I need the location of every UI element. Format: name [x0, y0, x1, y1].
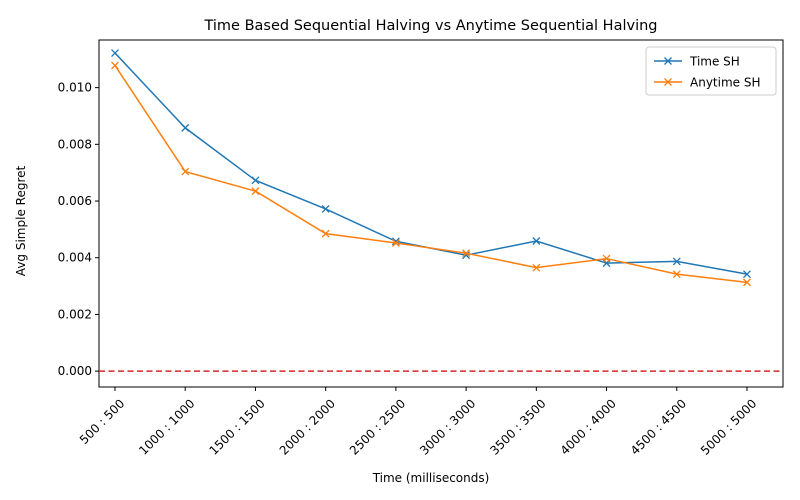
x-tick-label: 3500 : 3500: [487, 396, 548, 457]
legend-entry: Time SH: [654, 55, 740, 69]
x-tick-label: 5000 : 5000: [698, 396, 759, 457]
data-point: [743, 270, 751, 279]
y-tick-label: 0.002: [58, 307, 92, 321]
data-point: [181, 123, 190, 132]
x-tick-label: 1500 : 1500: [206, 396, 267, 457]
y-tick-label: 0.010: [58, 81, 92, 95]
data-point: [672, 270, 681, 279]
data-point: [321, 229, 330, 238]
y-axis-label: Avg Simple Regret: [14, 166, 28, 277]
legend-label: Time SH: [689, 55, 740, 69]
data-point: [391, 239, 400, 247]
data-point: [672, 257, 681, 266]
y-tick-label: 0.008: [58, 137, 92, 151]
legend: Time SH Anytime SH: [645, 46, 777, 96]
x-tick-label: 4000 : 4000: [558, 396, 619, 457]
x-tick-label: 500 : 500: [77, 396, 128, 447]
legend-box: [645, 46, 777, 96]
data-point: [321, 205, 330, 213]
data-point: [111, 49, 119, 58]
chart-title: Time Based Sequential Halving vs Anytime…: [203, 18, 657, 34]
data-point: [251, 187, 260, 196]
data-point: [743, 278, 751, 287]
x-tick-label: 3000 : 3000: [417, 396, 478, 457]
x-axis-label: Time (milliseconds): [372, 471, 490, 485]
data-point: [181, 167, 190, 176]
x-tick-label: 1000 : 1000: [136, 396, 197, 457]
series-2: [111, 61, 751, 287]
y-tick-label: 0.006: [58, 194, 92, 208]
data-point: [532, 237, 541, 245]
legend-marker: [664, 78, 672, 86]
x-tick-label: 2000 : 2000: [277, 396, 338, 457]
legend-entry: Anytime SH: [654, 76, 760, 90]
x-tick-label: 4500 : 4500: [628, 396, 689, 457]
y-tick-label: 0.000: [58, 364, 92, 378]
plot-area: [98, 39, 784, 388]
data-point: [462, 249, 471, 258]
y-axis-ticks: 0.000 0.002 0.004 0.006 0.008 0.010: [58, 81, 99, 378]
series-layer: [111, 49, 751, 287]
y-tick-label: 0.004: [58, 251, 92, 265]
x-tick-label: 2500 : 2500: [347, 396, 408, 457]
data-point: [532, 263, 541, 272]
legend-marker: [664, 57, 672, 65]
series-line: [114, 65, 748, 284]
data-point: [251, 176, 260, 185]
legend-label: Anytime SH: [690, 76, 760, 90]
data-point: [111, 61, 119, 70]
data-point: [602, 254, 611, 263]
x-axis-ticks: 500 : 500 1000 : 1000 1500 : 1500 2000 : 20…: [77, 387, 759, 458]
